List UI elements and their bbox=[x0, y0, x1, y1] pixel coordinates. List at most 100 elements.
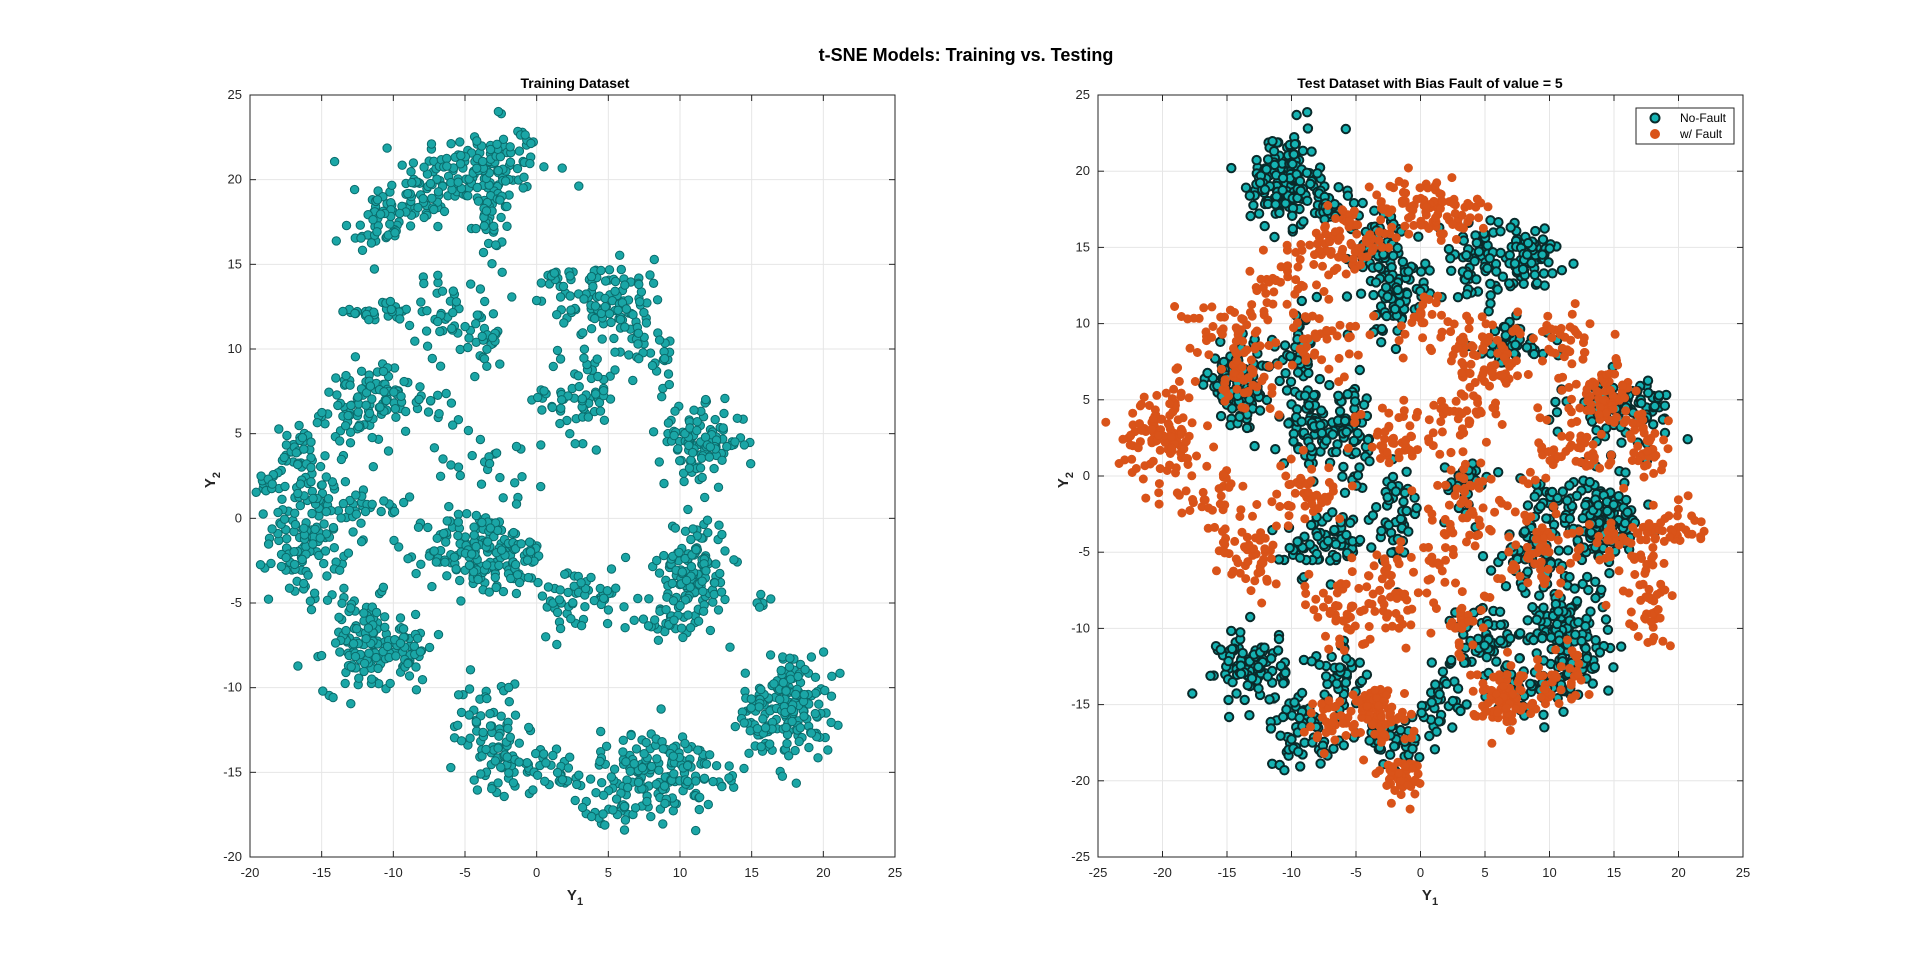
data-point bbox=[1348, 254, 1358, 264]
data-point bbox=[364, 408, 375, 419]
data-point bbox=[1294, 175, 1306, 187]
data-point bbox=[1495, 226, 1506, 237]
data-point bbox=[586, 811, 597, 822]
data-point bbox=[1683, 491, 1693, 501]
data-point bbox=[799, 711, 809, 721]
data-point bbox=[493, 166, 503, 176]
data-point bbox=[1495, 247, 1506, 259]
data-point bbox=[1287, 158, 1298, 170]
data-point bbox=[448, 286, 458, 296]
data-point bbox=[1361, 669, 1373, 680]
data-point bbox=[488, 309, 499, 319]
data-point bbox=[683, 776, 693, 787]
data-point bbox=[1207, 302, 1217, 312]
data-point bbox=[698, 586, 708, 597]
data-point bbox=[1254, 405, 1266, 416]
data-point bbox=[331, 373, 341, 383]
data-point bbox=[1570, 629, 1581, 640]
data-point bbox=[1285, 351, 1296, 362]
data-point bbox=[725, 642, 735, 652]
data-point bbox=[1501, 378, 1511, 388]
data-point bbox=[1264, 361, 1274, 371]
data-point bbox=[1553, 606, 1564, 617]
data-point bbox=[512, 570, 523, 580]
data-point bbox=[1426, 697, 1437, 708]
data-point bbox=[1164, 420, 1174, 430]
data-point bbox=[606, 772, 617, 782]
data-point bbox=[522, 758, 532, 768]
data-point bbox=[1390, 343, 1402, 355]
data-point bbox=[1625, 619, 1635, 629]
data-point bbox=[1297, 145, 1309, 157]
data-point bbox=[1497, 370, 1507, 380]
data-point bbox=[1246, 673, 1258, 684]
data-point bbox=[1257, 376, 1267, 386]
data-point bbox=[1324, 379, 1335, 391]
data-point bbox=[1465, 201, 1475, 211]
data-point bbox=[433, 629, 444, 640]
data-point bbox=[1407, 743, 1418, 754]
data-point bbox=[635, 297, 645, 307]
data-point bbox=[1248, 200, 1259, 211]
data-point bbox=[1633, 441, 1643, 451]
data-point bbox=[1376, 337, 1387, 348]
data-point bbox=[703, 799, 713, 810]
data-point bbox=[756, 684, 766, 695]
x-tick-label: 10 bbox=[673, 865, 687, 880]
data-point bbox=[1341, 269, 1351, 279]
data-point bbox=[446, 460, 456, 470]
data-point bbox=[414, 394, 424, 405]
data-point bbox=[376, 506, 386, 517]
data-point bbox=[1539, 722, 1550, 733]
data-point bbox=[1594, 647, 1606, 658]
data-point bbox=[294, 420, 304, 431]
data-point bbox=[586, 324, 597, 334]
data-point bbox=[367, 394, 377, 404]
data-point bbox=[1382, 492, 1393, 503]
data-point bbox=[708, 776, 718, 787]
data-point bbox=[724, 761, 734, 771]
data-point bbox=[1594, 531, 1604, 541]
data-point bbox=[441, 388, 451, 399]
data-point bbox=[1648, 560, 1658, 570]
data-point bbox=[1342, 190, 1354, 201]
data-point bbox=[1437, 327, 1447, 337]
data-point bbox=[293, 459, 303, 470]
data-point bbox=[1245, 307, 1255, 317]
data-point bbox=[1465, 382, 1475, 392]
data-point bbox=[1352, 470, 1364, 481]
data-point bbox=[1154, 488, 1164, 498]
data-point bbox=[276, 561, 287, 572]
data-point bbox=[460, 321, 470, 332]
data-point bbox=[1517, 264, 1529, 275]
data-point bbox=[411, 662, 421, 672]
data-point bbox=[312, 418, 322, 428]
data-point bbox=[432, 174, 442, 184]
data-point bbox=[1376, 323, 1388, 335]
data-point bbox=[766, 594, 776, 604]
data-point bbox=[1127, 454, 1137, 464]
data-point bbox=[333, 400, 343, 411]
data-point bbox=[1533, 403, 1543, 413]
data-point bbox=[710, 414, 720, 425]
data-point bbox=[555, 418, 565, 429]
data-point bbox=[510, 559, 521, 570]
data-point bbox=[1522, 615, 1533, 626]
data-point bbox=[1270, 199, 1281, 210]
data-point bbox=[1664, 511, 1674, 521]
x-tick-label: -20 bbox=[241, 865, 260, 880]
data-point bbox=[692, 417, 702, 427]
data-point bbox=[658, 819, 668, 829]
data-point bbox=[482, 560, 492, 570]
data-point bbox=[424, 642, 435, 653]
data-point bbox=[1446, 447, 1456, 457]
data-point bbox=[453, 509, 464, 519]
data-point bbox=[1289, 139, 1301, 150]
data-point bbox=[1333, 390, 1344, 401]
data-point bbox=[344, 505, 355, 515]
data-point bbox=[532, 770, 543, 780]
data-point bbox=[1505, 361, 1515, 371]
data-point bbox=[1217, 364, 1227, 374]
data-point bbox=[1331, 551, 1342, 563]
data-point bbox=[469, 522, 479, 532]
